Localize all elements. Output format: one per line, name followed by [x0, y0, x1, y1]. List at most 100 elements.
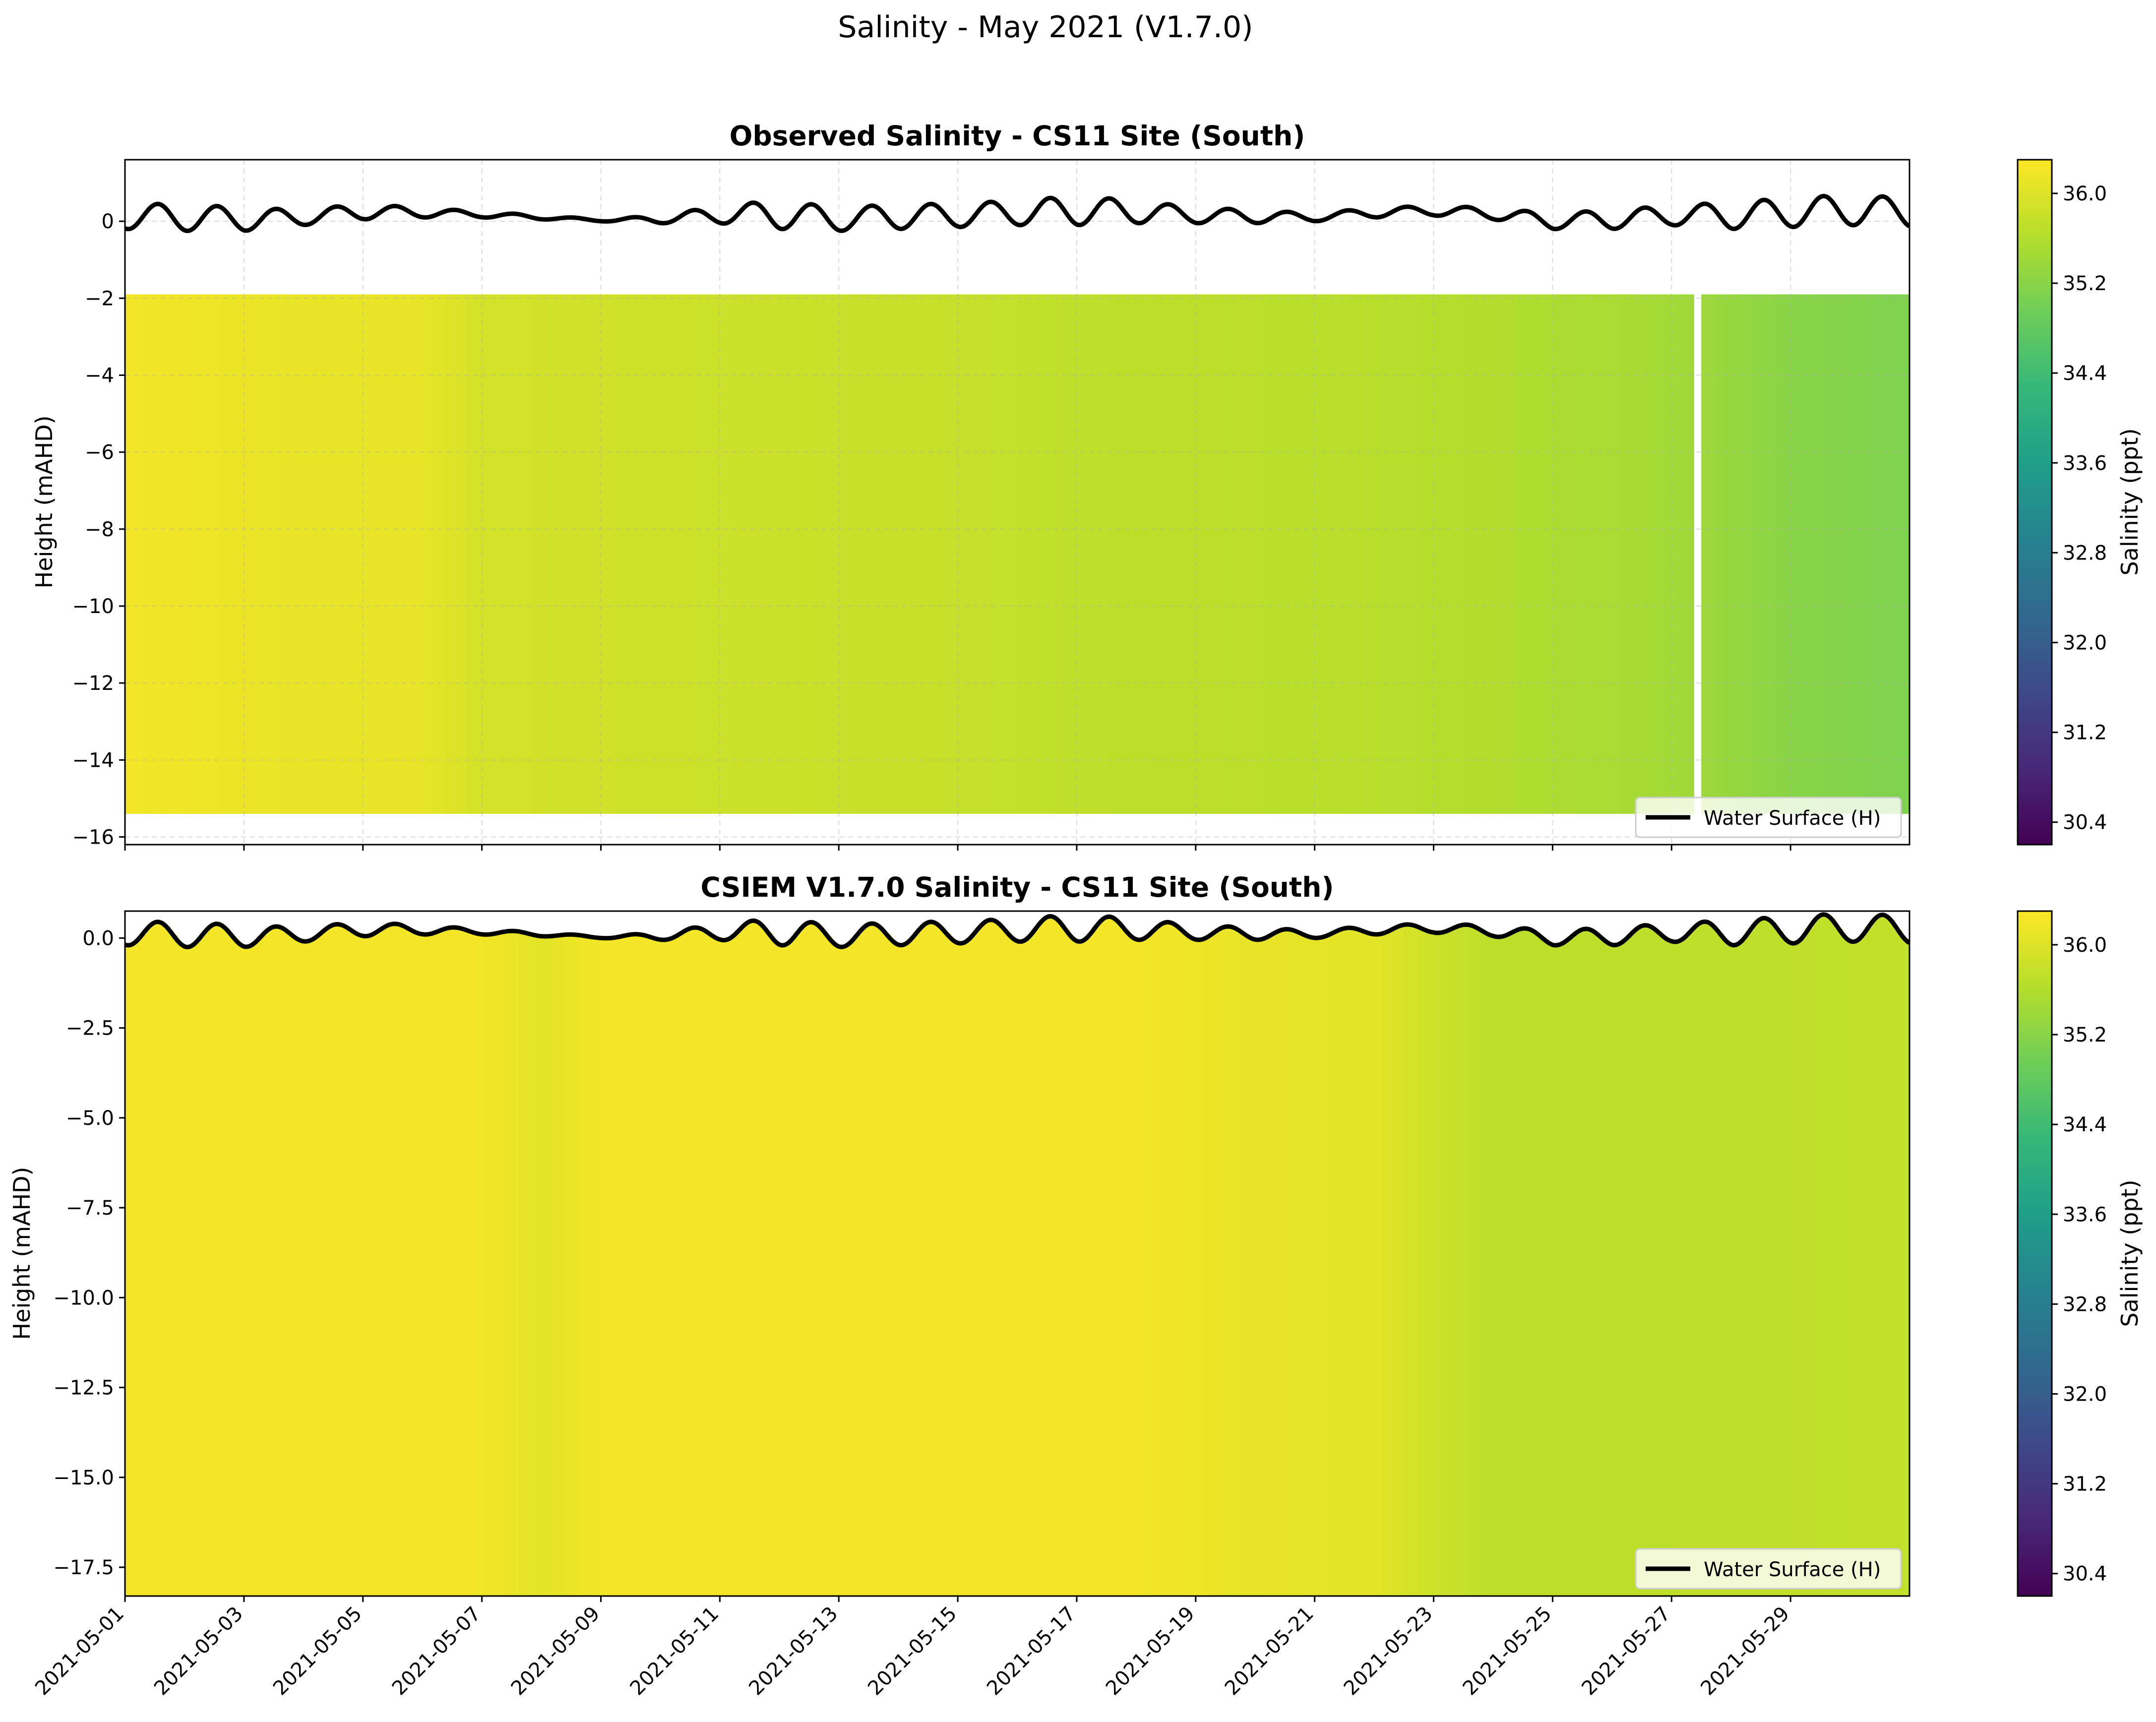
salinity-cell: [1649, 294, 1657, 814]
salinity-cell: [1418, 294, 1427, 814]
salinity-cell: [839, 947, 847, 1596]
salinity-cell: [787, 941, 795, 1596]
x-tick-label: 2021-05-27: [1577, 1602, 1675, 1700]
salinity-cell: [1262, 937, 1271, 1596]
y-tick-label: −8: [85, 518, 114, 541]
salinity-cell: [1322, 294, 1330, 814]
salinity-cell: [660, 939, 668, 1596]
salinity-cell: [727, 937, 735, 1596]
salinity-cell: [549, 294, 557, 814]
salinity-cell: [630, 934, 639, 1596]
salinity-cell: [385, 924, 393, 1596]
salinity-cell: [1530, 931, 1539, 1596]
salinity-cell: [1701, 294, 1709, 814]
salinity-cell: [1768, 294, 1776, 814]
salinity-cell: [1835, 294, 1843, 814]
salinity-cell: [1783, 294, 1791, 814]
salinity-cell: [1128, 937, 1137, 1596]
salinity-cell: [1426, 931, 1434, 1596]
salinity-cell: [392, 923, 401, 1596]
salinity-cell: [950, 941, 958, 1596]
salinity-cell: [1404, 924, 1412, 1596]
salinity-cell: [727, 294, 735, 814]
salinity-cell: [549, 936, 557, 1596]
salinity-cell: [1277, 930, 1286, 1596]
salinity-cell: [883, 294, 891, 814]
salinity-cell: [385, 294, 393, 814]
salinity-cell: [1411, 925, 1419, 1596]
model-legend-box: [1635, 1548, 1902, 1590]
salinity-cell: [1121, 294, 1129, 814]
salinity-cell: [861, 294, 869, 814]
salinity-cell: [831, 944, 839, 1596]
salinity-cell: [1872, 294, 1880, 814]
salinity-cell: [325, 926, 334, 1596]
y-tick-label: −12.5: [53, 1377, 114, 1400]
salinity-cell: [1515, 929, 1524, 1596]
colorbar-tick-label: 35.2: [2063, 272, 2107, 295]
salinity-cell: [1627, 294, 1635, 814]
salinity-cell: [1895, 294, 1903, 814]
salinity-cell: [1299, 294, 1308, 814]
salinity-cell: [370, 294, 378, 814]
salinity-cell: [147, 294, 155, 814]
observed-plot-frame: [124, 159, 1910, 846]
salinity-cell: [601, 294, 609, 814]
model-colorbar: 36.0 35.2 34.4 33.6 32.8 32.0 31.2 30.4 Salinit…: [2017, 910, 2143, 1597]
salinity-cell: [1448, 294, 1457, 814]
observed-colorbar: 36.0 35.2 34.4 33.6 32.8 32.0 31.2 30.4 Salinit…: [2017, 159, 2143, 846]
salinity-cell: [266, 294, 274, 814]
salinity-cell: [1225, 926, 1233, 1596]
salinity-cell: [1158, 923, 1167, 1596]
salinity-cell: [1180, 932, 1189, 1596]
model-panel: CSIEM V1.7.0 Salinity - CS11 Site (South…: [8, 871, 2143, 1700]
salinity-cell: [1225, 294, 1233, 814]
salinity-cell: [1166, 922, 1174, 1596]
salinity-cell: [1582, 294, 1590, 814]
colorbar-tick-label: 33.6: [2063, 1203, 2107, 1226]
salinity-cell: [400, 294, 408, 814]
salinity-cell: [1240, 933, 1248, 1596]
salinity-cell: [1337, 929, 1345, 1596]
salinity-cell: [928, 294, 936, 814]
salinity-cell: [973, 931, 981, 1596]
x-tick-label: 2021-05-11: [625, 1602, 723, 1700]
salinity-cell: [236, 294, 245, 814]
salinity-cell: [489, 294, 497, 814]
salinity-cell: [935, 294, 943, 814]
salinity-cell: [1850, 941, 1858, 1596]
salinity-cell: [169, 935, 178, 1596]
salinity-cell: [757, 924, 765, 1596]
salinity-cell: [1761, 918, 1769, 1596]
salinity-cell: [906, 941, 914, 1596]
salinity-cell: [1158, 294, 1167, 814]
salinity-cell: [1307, 937, 1315, 1596]
salinity-cell: [482, 934, 490, 1596]
salinity-cell: [1709, 925, 1717, 1596]
salinity-cell: [1270, 294, 1278, 814]
salinity-cell: [1694, 924, 1702, 1596]
salinity-cell: [980, 294, 988, 814]
salinity-cell: [229, 294, 237, 814]
salinity-cell: [244, 294, 252, 814]
salinity-cell: [1642, 294, 1650, 814]
salinity-cell: [1441, 931, 1449, 1596]
salinity-cell: [139, 294, 148, 814]
salinity-cell: [1828, 294, 1836, 814]
salinity-cell: [199, 934, 207, 1596]
salinity-cell: [1679, 939, 1687, 1596]
salinity-cell: [668, 938, 676, 1596]
salinity-cell: [712, 294, 720, 814]
salinity-cell: [184, 947, 192, 1596]
salinity-cell: [355, 934, 364, 1596]
salinity-cell: [377, 294, 386, 814]
salinity-cell: [214, 294, 222, 814]
salinity-cell: [1560, 942, 1568, 1596]
salinity-cell: [571, 294, 579, 814]
observed-water-surface-series: [125, 193, 1910, 233]
salinity-cell: [310, 938, 319, 1596]
salinity-cell: [1069, 294, 1077, 814]
salinity-cell: [675, 934, 683, 1596]
salinity-cell: [422, 294, 431, 814]
salinity-cell: [593, 937, 602, 1596]
